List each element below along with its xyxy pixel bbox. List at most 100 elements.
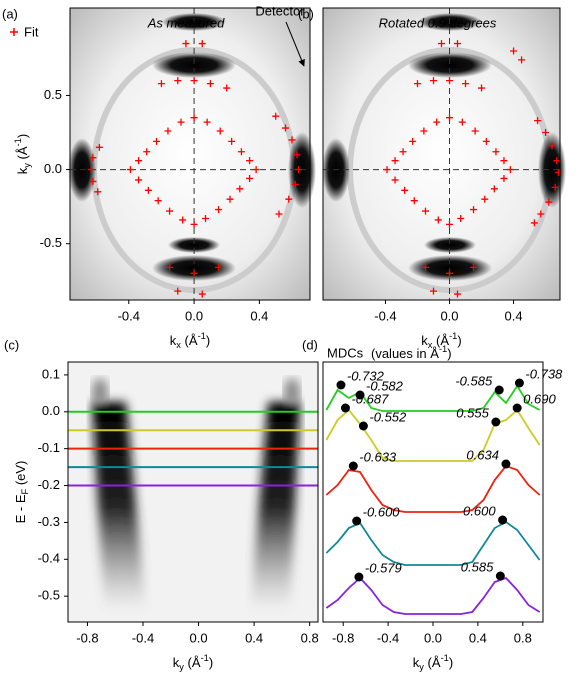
x-tick-label: -0.4 (374, 308, 396, 323)
x-tick-label: -0.8 (332, 630, 354, 645)
x-tick-label: -0.4 (118, 308, 140, 323)
fit-point (478, 84, 486, 92)
peak-label: 0.634 (466, 447, 499, 462)
y-tick-label: -0.3 (38, 514, 60, 529)
fit-point (534, 117, 542, 125)
peak-label: -0.600 (363, 504, 401, 519)
plot-frame (322, 361, 544, 623)
y-tick-label: 0.1 (42, 366, 60, 381)
peak-label: -0.732 (347, 368, 385, 383)
fit-point (554, 169, 562, 177)
x-tick-label: -0.4 (132, 630, 154, 645)
fit-point (481, 195, 489, 203)
panel-label: (c) (4, 337, 19, 352)
fit-point (236, 185, 244, 193)
fit-point (551, 183, 559, 191)
label-part: (Å (424, 655, 441, 670)
fit-point (506, 166, 514, 174)
x-tick-label: 0.4 (505, 308, 523, 323)
peak-marker (355, 390, 365, 400)
fit-point (143, 148, 151, 156)
label-part: E - E (13, 494, 28, 523)
mdc-curve (325, 520, 541, 566)
fit-point (174, 287, 182, 295)
fit-point (190, 220, 198, 228)
panel-label: (a) (2, 6, 18, 21)
peak-marker (336, 380, 346, 390)
label-part: ) (449, 655, 453, 670)
fit-point (462, 80, 470, 88)
fit-point (89, 154, 97, 162)
label-part: -1 (198, 331, 206, 341)
label-part: x (428, 340, 433, 350)
x-axis-label: ky (Å-1) (413, 653, 453, 672)
label-part: F (20, 488, 30, 494)
fit-point (401, 186, 409, 194)
fit-point (391, 176, 399, 184)
fit-point (470, 263, 478, 271)
fit-point (198, 40, 206, 48)
peak-label: 0.585 (461, 559, 494, 574)
label-part: k (421, 333, 428, 348)
label-part: y (419, 662, 424, 672)
fit-point (135, 176, 143, 184)
fit-point (206, 80, 214, 88)
label-part: (Å (15, 146, 30, 163)
fit-point (438, 40, 445, 48)
fit-point (95, 143, 103, 151)
peak-marker (348, 461, 358, 471)
y-axis-label: ky (Å-1) (13, 134, 32, 174)
y-tick-label: 0.0 (42, 403, 60, 418)
fit-point (446, 269, 454, 277)
fit-point (457, 214, 465, 222)
fit-point (545, 198, 553, 206)
peak-marker (340, 403, 350, 413)
label-part: k (413, 655, 420, 670)
fit-point (291, 180, 299, 188)
fit-point (421, 263, 429, 271)
peak-marker (498, 515, 508, 525)
x-tick-label: 0.0 (185, 308, 203, 323)
label-part: (Å (181, 333, 198, 348)
fit-point (458, 118, 466, 126)
panel-subtitle: (values in Å-1) (371, 344, 452, 361)
x-tick-label: 0.8 (514, 630, 532, 645)
y-tick-label: 0.5 (44, 87, 62, 102)
x-tick-label: -0.8 (76, 630, 98, 645)
peak-marker (352, 516, 362, 526)
fit-point (166, 207, 174, 215)
label-part: ) (457, 333, 461, 348)
fit-point (454, 40, 462, 48)
fit-point (94, 188, 102, 196)
fit-point (500, 174, 508, 182)
label-part: k (170, 333, 177, 348)
y-tick-label: 0.0 (44, 161, 62, 176)
peak-marker (358, 421, 368, 431)
fit-point (446, 77, 454, 85)
intensity-map-b (322, 8, 566, 300)
fit-point (179, 216, 187, 224)
fit-point (420, 127, 428, 135)
x-axis-label: ky (Å-1) (173, 653, 213, 672)
fit-point (429, 287, 437, 295)
peak-marker (514, 378, 524, 388)
peak-label: 0.555 (456, 405, 489, 420)
fit-point (530, 219, 538, 227)
fit-point (537, 210, 545, 218)
label-part: ) (206, 333, 210, 348)
fit-point (203, 118, 211, 126)
fit-point (470, 206, 478, 214)
label-part: (Å (432, 333, 449, 348)
fit-point (190, 114, 198, 122)
fit-point (144, 186, 152, 194)
label-part: -1 (201, 653, 209, 663)
peak-label: -0.633 (359, 449, 397, 464)
mdc-curve (325, 576, 541, 615)
peak-marker (512, 403, 522, 413)
plot-frame (69, 7, 311, 301)
fit-point (282, 124, 290, 132)
fit-point (542, 129, 550, 137)
fit-point (421, 207, 429, 215)
fit-point (216, 127, 224, 135)
y-tick-label: -0.5 (40, 235, 62, 250)
